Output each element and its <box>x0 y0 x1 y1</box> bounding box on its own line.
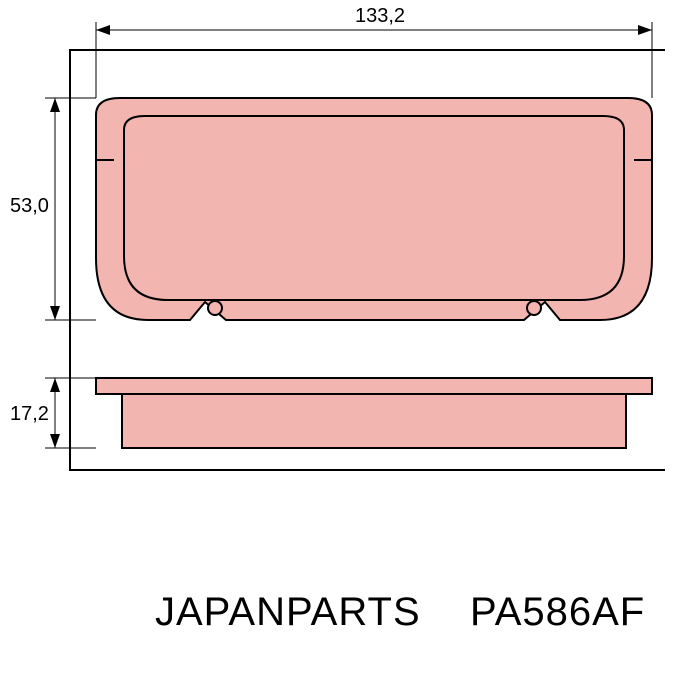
arrow-top <box>50 98 60 112</box>
drawing-svg <box>0 0 700 560</box>
part-number: PA586AF <box>470 590 645 635</box>
thickness-value: 17,2 <box>10 403 49 426</box>
arrow-left <box>96 25 110 35</box>
hole-left <box>208 301 222 315</box>
brand-label: JAPANPARTS <box>155 590 421 635</box>
side-friction <box>122 394 626 448</box>
arrow-thick-bot <box>50 434 60 448</box>
arrow-bot <box>50 306 60 320</box>
width-value: 133,2 <box>355 5 405 28</box>
side-backing <box>96 378 652 394</box>
friction-face <box>124 116 624 300</box>
arrow-thick-top <box>50 378 60 392</box>
height-value: 53,0 <box>10 195 49 218</box>
arrow-right <box>638 25 652 35</box>
hole-right <box>527 301 541 315</box>
